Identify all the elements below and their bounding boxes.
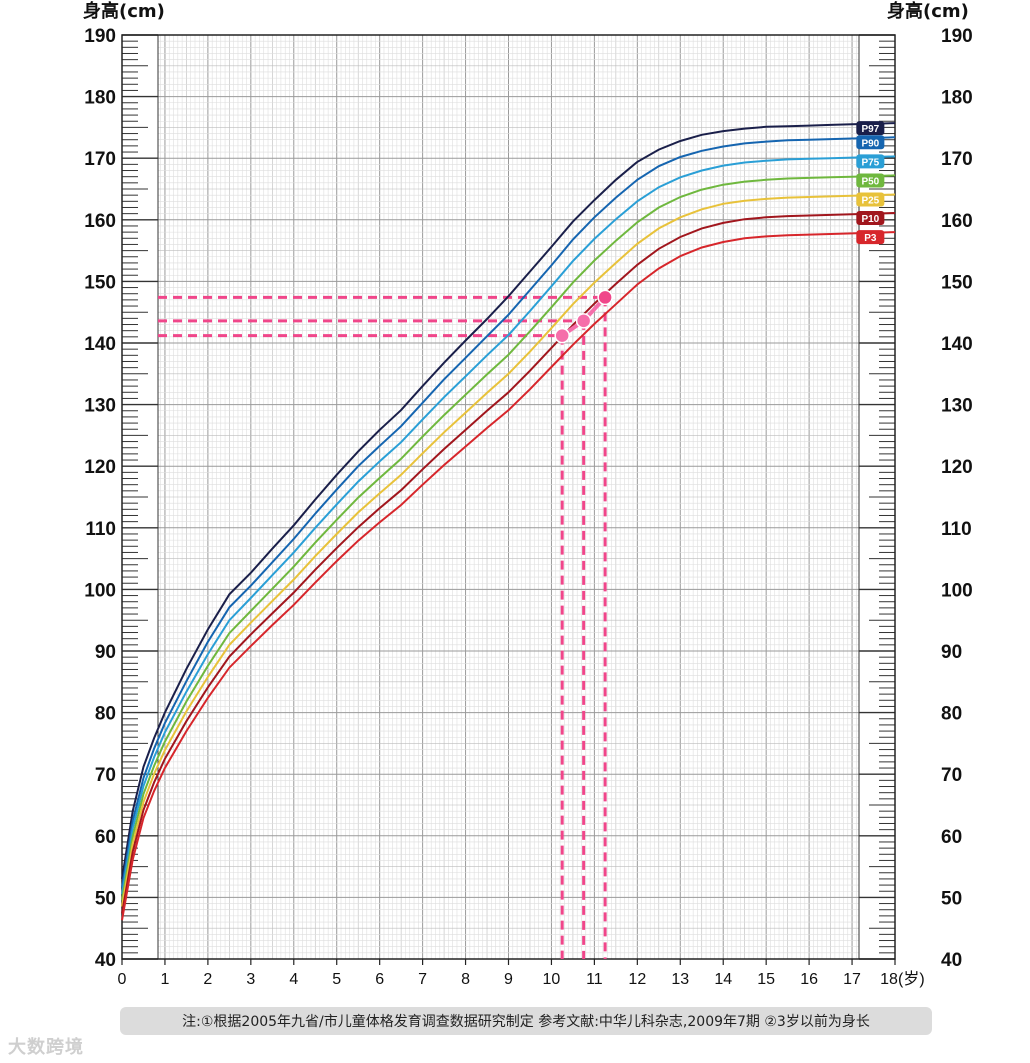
x-tick-14: 14	[714, 971, 732, 988]
y-tick-right-120: 120	[941, 457, 973, 478]
legend-pill-p10	[856, 211, 885, 226]
y-tick-left-80: 80	[95, 704, 116, 725]
y-tick-right-130: 130	[941, 396, 973, 417]
y-tick-right-190: 190	[941, 26, 973, 47]
legend-label-p25: P25	[861, 196, 879, 207]
curve-p3	[121, 231, 896, 921]
y-tick-right-60: 60	[941, 827, 962, 848]
y-tick-right-100: 100	[941, 580, 973, 601]
legend-label-p90: P90	[861, 138, 879, 149]
watermark-logo: 大数跨境	[8, 1037, 84, 1058]
y-tick-left-120: 120	[84, 457, 116, 478]
y-tick-left-170: 170	[84, 149, 116, 170]
legend-pill-p75	[856, 154, 885, 169]
curve-p10	[121, 212, 896, 914]
y-tick-right-80: 80	[941, 704, 962, 725]
y-tick-left-70: 70	[95, 765, 116, 786]
y-tick-left-150: 150	[84, 272, 116, 293]
legend-pill-p25	[856, 192, 885, 207]
legend-label-p50: P50	[861, 176, 879, 187]
x-tick-0: 0	[118, 971, 127, 988]
footnote-text: 注:①根据2005年九省/市儿童体格发育调查数据研究制定 参考文献:中华儿科杂志…	[182, 1014, 870, 1030]
x-tick-13: 13	[671, 971, 689, 988]
x-tick-12: 12	[628, 971, 646, 988]
y-axis-label-right: 身高(cm)	[887, 0, 969, 22]
x-tick-16: 16	[800, 971, 818, 988]
x-tick-4: 4	[289, 971, 298, 988]
y-tick-right-160: 160	[941, 211, 973, 232]
legend-pill-p97	[856, 121, 885, 136]
curve-p25	[121, 193, 896, 907]
y-tick-right-110: 110	[941, 519, 972, 540]
legend-pill-p50	[856, 173, 885, 188]
y-tick-left-60: 60	[95, 827, 116, 848]
x-tick-5: 5	[332, 971, 341, 988]
legend-pill-p3	[856, 230, 885, 245]
y-tick-left-190: 190	[84, 26, 116, 47]
y-tick-left-140: 140	[84, 334, 116, 355]
x-tick-15: 15	[757, 971, 775, 988]
x-tick-1: 1	[160, 971, 169, 988]
x-tick-11: 11	[586, 971, 603, 988]
x-tick-17: 17	[843, 971, 861, 988]
footnote: 注:①根据2005年九省/市儿童体格发育调查数据研究制定 参考文献:中华儿科杂志…	[120, 1007, 932, 1035]
curve-p90	[121, 136, 896, 888]
x-tick-8: 8	[461, 971, 470, 988]
y-tick-right-40: 40	[941, 950, 962, 971]
y-tick-right-90: 90	[941, 642, 962, 663]
legend-label-p10: P10	[861, 214, 879, 225]
measurement-point-2	[597, 289, 613, 306]
curve-p97	[121, 122, 896, 880]
x-unit-label: (岁)	[898, 970, 925, 988]
x-tick-10: 10	[543, 971, 561, 988]
legend: P97 P90 P75 P50 P25 P10 P3	[856, 121, 885, 245]
y-tick-right-180: 180	[941, 88, 973, 109]
y-tick-left-130: 130	[84, 396, 116, 417]
reference-lines	[158, 295, 607, 959]
y-tick-right-70: 70	[941, 765, 962, 786]
y-tick-right-150: 150	[941, 272, 973, 293]
y-tick-right-170: 170	[941, 149, 973, 170]
curve-p50	[121, 174, 896, 901]
y-tick-left-110: 110	[85, 519, 116, 540]
measurement-point-1	[575, 313, 592, 329]
child-measurements	[554, 289, 613, 344]
y-tick-left-100: 100	[84, 580, 116, 601]
x-tick-9: 9	[504, 971, 513, 988]
y-tick-left-180: 180	[84, 88, 116, 109]
legend-pill-p90	[856, 135, 885, 150]
percentile-curves	[121, 122, 896, 921]
legend-label-p3: P3	[864, 233, 877, 244]
x-tick-7: 7	[418, 971, 427, 988]
y-tick-right-50: 50	[941, 888, 962, 909]
legend-label-p75: P75	[861, 157, 879, 168]
y-tick-left-40: 40	[95, 950, 116, 971]
x-tick-3: 3	[246, 971, 255, 988]
legend-label-p97: P97	[861, 124, 879, 135]
x-tick-6: 6	[375, 971, 384, 988]
measurement-point-0	[554, 327, 570, 344]
x-tick-2: 2	[203, 971, 212, 988]
y-tick-left-90: 90	[95, 642, 116, 663]
grid	[121, 34, 896, 960]
y-tick-left-160: 160	[84, 211, 116, 232]
y-tick-right-140: 140	[941, 334, 973, 355]
x-tick-18: 18	[880, 971, 898, 988]
y-axis-label-left: 身高(cm)	[83, 0, 165, 22]
y-tick-left-50: 50	[95, 888, 116, 909]
curve-p75	[121, 155, 896, 895]
